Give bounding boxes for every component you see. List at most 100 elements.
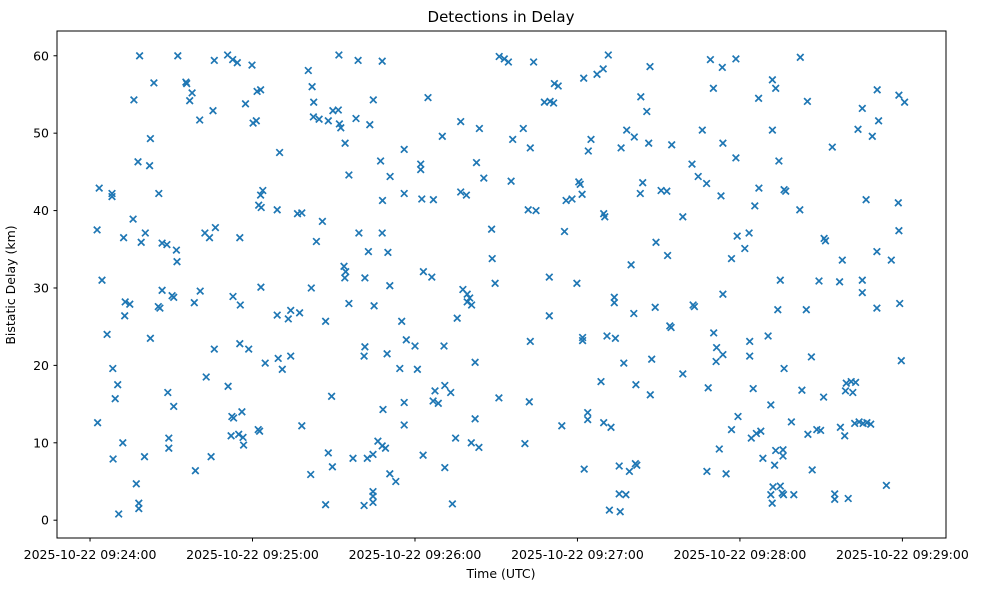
data-point-marker xyxy=(789,490,798,499)
data-point-marker xyxy=(862,195,871,204)
data-point-marker xyxy=(369,498,377,507)
data-point-marker xyxy=(93,225,102,234)
data-point-marker xyxy=(413,365,422,374)
data-point-marker xyxy=(239,441,248,450)
data-point-marker xyxy=(297,421,306,430)
data-point-marker xyxy=(424,93,432,102)
data-point-marker xyxy=(463,290,472,299)
data-point-marker xyxy=(440,463,449,472)
data-point-marker xyxy=(776,276,785,285)
data-point-marker xyxy=(611,334,620,343)
data-point-marker xyxy=(195,116,204,124)
data-point-marker xyxy=(257,203,266,212)
data-point-marker xyxy=(109,455,118,463)
data-point-marker xyxy=(766,400,775,409)
data-point-marker xyxy=(797,386,806,395)
data-point-marker xyxy=(572,279,581,288)
data-point-marker xyxy=(416,165,425,174)
data-point-marker xyxy=(108,364,117,373)
data-point-marker xyxy=(520,439,529,448)
data-point-marker xyxy=(427,273,436,282)
data-point-marker xyxy=(718,139,727,148)
data-point-marker xyxy=(900,98,909,107)
data-point-marker xyxy=(121,297,130,306)
data-point-marker xyxy=(526,337,535,346)
data-point-marker xyxy=(149,78,158,87)
data-point-marker xyxy=(709,328,718,337)
data-point-marker xyxy=(872,247,881,256)
data-point-marker xyxy=(474,443,483,452)
data-point-marker xyxy=(341,267,350,276)
data-point-marker xyxy=(858,276,867,285)
data-point-marker xyxy=(727,425,736,434)
data-point-marker xyxy=(456,117,465,126)
data-point-marker xyxy=(378,229,387,237)
data-point-marker xyxy=(495,52,504,61)
data-point-marker xyxy=(334,51,343,59)
data-point-marker xyxy=(874,116,883,125)
data-point-marker xyxy=(807,352,816,361)
data-point-marker xyxy=(261,359,270,368)
data-point-marker xyxy=(529,58,538,66)
data-point-marker xyxy=(135,51,144,60)
data-point-marker xyxy=(431,386,439,395)
data-point-marker xyxy=(766,490,775,499)
data-point-marker xyxy=(802,305,811,314)
data-point-marker xyxy=(462,191,471,200)
data-point-marker xyxy=(344,171,353,179)
data-point-marker xyxy=(278,365,287,374)
data-point-marker xyxy=(386,172,395,181)
data-point-marker xyxy=(840,431,849,440)
data-point-marker xyxy=(229,292,237,301)
data-point-marker xyxy=(550,79,559,88)
x-axis-label: Time (UTC) xyxy=(465,566,535,581)
data-point-marker xyxy=(619,359,628,368)
data-point-marker xyxy=(524,205,533,214)
data-point-marker xyxy=(850,419,859,428)
data-point-marker xyxy=(688,160,696,169)
data-point-marker xyxy=(895,299,904,308)
data-point-marker xyxy=(873,85,882,94)
data-point-marker xyxy=(731,54,740,63)
data-point-marker xyxy=(402,335,411,344)
data-point-marker xyxy=(120,311,129,320)
data-point-marker xyxy=(467,438,476,447)
data-point-marker xyxy=(727,254,736,263)
data-point-marker xyxy=(897,356,906,365)
y-tick-label: 10 xyxy=(33,435,49,450)
data-point-marker xyxy=(796,53,805,62)
data-point-marker xyxy=(715,445,724,453)
data-point-marker xyxy=(129,215,138,224)
data-point-marker xyxy=(324,116,333,125)
data-point-marker xyxy=(769,482,777,491)
data-point-marker xyxy=(706,55,715,64)
y-tick-label: 60 xyxy=(33,48,49,63)
data-point-marker xyxy=(621,490,630,499)
data-point-marker xyxy=(545,311,554,320)
data-point-marker xyxy=(211,223,220,232)
data-point-marker xyxy=(545,273,554,282)
data-point-marker xyxy=(702,467,711,476)
data-point-marker xyxy=(370,301,379,310)
data-point-marker xyxy=(678,369,687,378)
data-point-marker xyxy=(134,157,142,166)
data-point-marker xyxy=(274,354,283,363)
data-point-marker xyxy=(774,157,783,165)
data-point-marker xyxy=(354,229,363,237)
data-point-marker xyxy=(678,212,687,221)
data-point-marker xyxy=(508,135,517,144)
data-point-marker xyxy=(205,233,214,242)
data-point-marker xyxy=(662,187,671,196)
chart-title: Detections in Delay xyxy=(428,8,575,26)
data-point-marker xyxy=(169,293,178,302)
data-point-marker xyxy=(646,390,655,399)
data-point-marker xyxy=(244,345,253,354)
data-point-marker xyxy=(185,96,194,105)
data-point-marker xyxy=(446,388,455,397)
data-point-marker xyxy=(114,510,123,518)
data-point-marker xyxy=(830,495,839,504)
data-point-marker xyxy=(363,454,372,463)
data-point-marker xyxy=(718,290,727,299)
data-point-marker xyxy=(162,240,171,249)
data-point-marker xyxy=(894,226,903,235)
